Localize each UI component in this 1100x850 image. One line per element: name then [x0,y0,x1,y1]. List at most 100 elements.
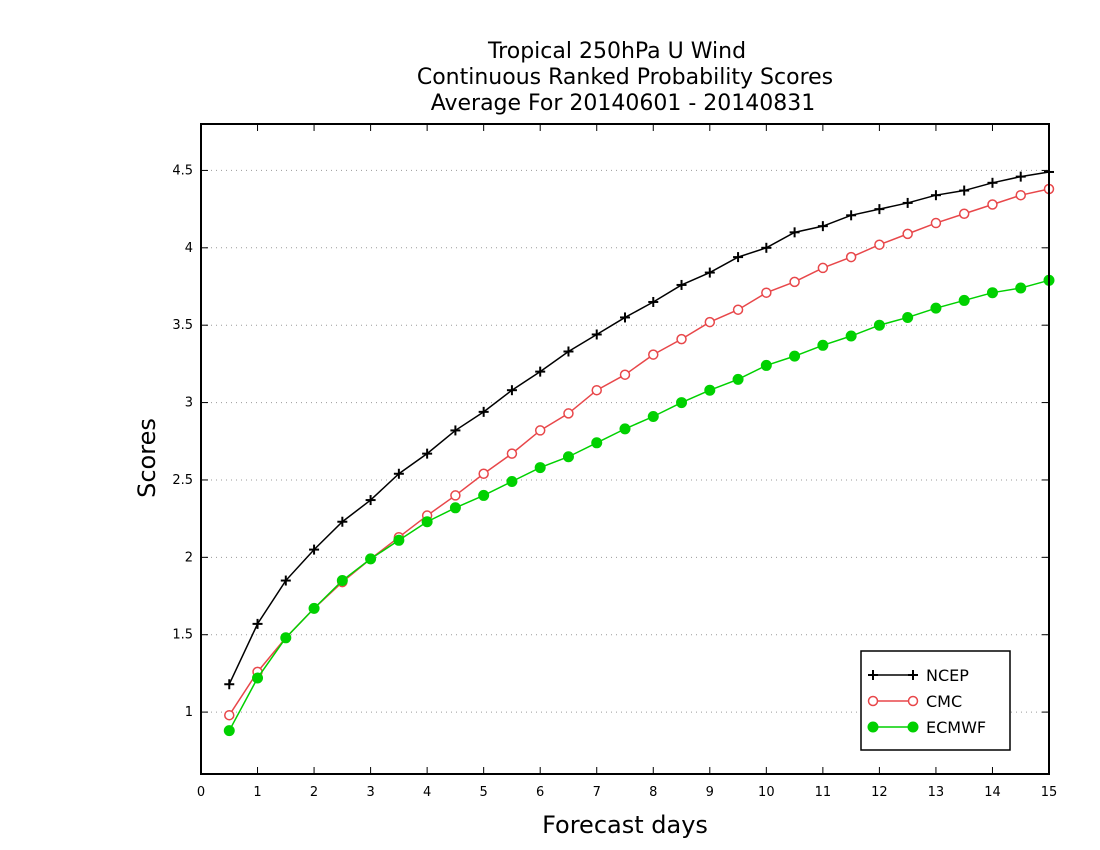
series-line-ncep [228,171,1050,685]
data-point-ncep [563,346,574,357]
data-point-cmc [478,468,489,480]
y-tick-label: 4 [185,241,193,256]
data-point-ecmwf [1015,282,1027,294]
data-point-cmc [534,425,546,436]
data-point-ncep [252,618,263,629]
x-tick-label: 3 [366,785,374,800]
legend-marker-cmc [867,695,879,707]
data-point-ecmwf [506,476,518,487]
x-tick-label: 12 [871,785,888,800]
data-point-ecmwf [252,672,264,684]
data-point-ncep [789,227,800,238]
data-point-ecmwf [280,632,292,644]
grid-lines [201,169,1049,713]
data-point-ncep [648,296,659,307]
data-point-ecmwf [647,411,659,422]
data-point-ncep [930,190,941,201]
data-point-ncep [704,267,715,278]
series-ecmwf [223,274,1055,737]
y-tick-label: 3.5 [172,318,193,333]
data-point-cmc [591,384,602,396]
data-point-cmc [704,316,716,328]
x-tick-label: 2 [310,785,318,800]
x-tick-label: 10 [758,785,775,800]
data-point-cmc [930,217,942,229]
data-point-ecmwf [704,384,716,396]
data-point-ecmwf [449,502,461,514]
legend-items: NCEP CMC ECMWF [867,666,986,737]
legend: NCEP CMC ECMWF [860,650,1011,751]
legend-label-ecmwf: ECMWF [926,718,986,737]
data-point-ecmwf [365,553,377,565]
data-point-cmc [987,199,998,210]
data-point-ncep [676,279,687,290]
legend-marker-ncep [908,670,918,680]
y-tick-label: 1.5 [172,628,193,643]
x-tick-label: 11 [815,785,832,800]
title-line-1: Tropical 250hPa U Wind [487,39,746,64]
x-tick-label: 5 [480,785,488,800]
data-point-ncep [450,425,461,436]
legend-marker-cmc [907,695,919,707]
x-tick-label: 7 [593,785,601,800]
data-point-ncep [337,516,348,527]
data-point-cmc [761,287,772,298]
data-point-cmc [845,251,857,263]
x-tick-label: 9 [706,785,714,800]
series-layer [223,166,1055,737]
data-point-ecmwf [591,437,603,449]
legend-item-cmc: CMC [867,692,962,711]
data-point-cmc [648,349,659,360]
data-point-cmc [732,304,744,315]
x-tick-label: 6 [536,785,544,800]
data-point-cmc [676,333,687,345]
axes: 11.522.533.544.50 1 2 3 4 5 6 7 8 9 10 11 12 13 14 15 [172,124,1057,800]
x-tick-label: 13 [928,785,945,800]
data-point-ncep [506,385,517,396]
data-point-cmc [817,262,829,274]
data-point-ecmwf [930,302,942,314]
legend-label-ncep: NCEP [926,666,969,685]
data-point-cmc [789,276,800,288]
data-point-ecmwf [873,319,885,331]
data-point-ecmwf [902,311,914,323]
y-axis-title: Scores [133,418,161,498]
series-ncep [224,166,1054,690]
data-point-ncep [535,366,546,377]
data-point-ecmwf [534,462,546,474]
data-point-cmc [874,239,885,250]
legend-marker-ecmwf [907,721,919,733]
data-point-ncep [959,185,970,196]
y-tick-label: 4.5 [172,163,193,178]
x-tick-label: 0 [197,785,205,800]
data-point-ncep [846,210,857,221]
legend-label-cmc: CMC [926,692,962,711]
data-point-ecmwf [817,339,829,351]
x-tick-label: 15 [1041,785,1058,800]
legend-item-ncep: NCEP [868,666,969,685]
data-point-cmc [224,709,235,721]
data-point-ncep [224,679,235,690]
data-point-ecmwf [223,725,235,737]
data-point-ecmwf [336,575,348,587]
chart-title: Tropical 250hPa U Wind Continuous Ranked… [417,39,833,116]
x-tick-label: 1 [253,785,261,800]
x-tick-label: 4 [423,785,431,800]
data-point-ecmwf [760,359,772,371]
y-tick-label: 1 [185,705,193,720]
y-tick-label: 2 [185,550,193,565]
title-line-3: Average For 20140601 - 20140831 [431,91,816,116]
data-point-cmc [563,408,574,419]
series-line-cmc [228,188,1050,716]
data-point-ncep [733,252,744,263]
data-point-ncep [365,495,376,506]
y-tick-label: 3 [185,396,193,411]
legend-marker-ecmwf [867,721,879,733]
data-point-ecmwf [308,602,320,614]
data-point-ncep [280,575,291,586]
plot-frame [200,123,1050,775]
data-point-cmc [902,228,913,240]
data-point-cmc [619,369,631,380]
data-point-ecmwf [789,350,801,362]
